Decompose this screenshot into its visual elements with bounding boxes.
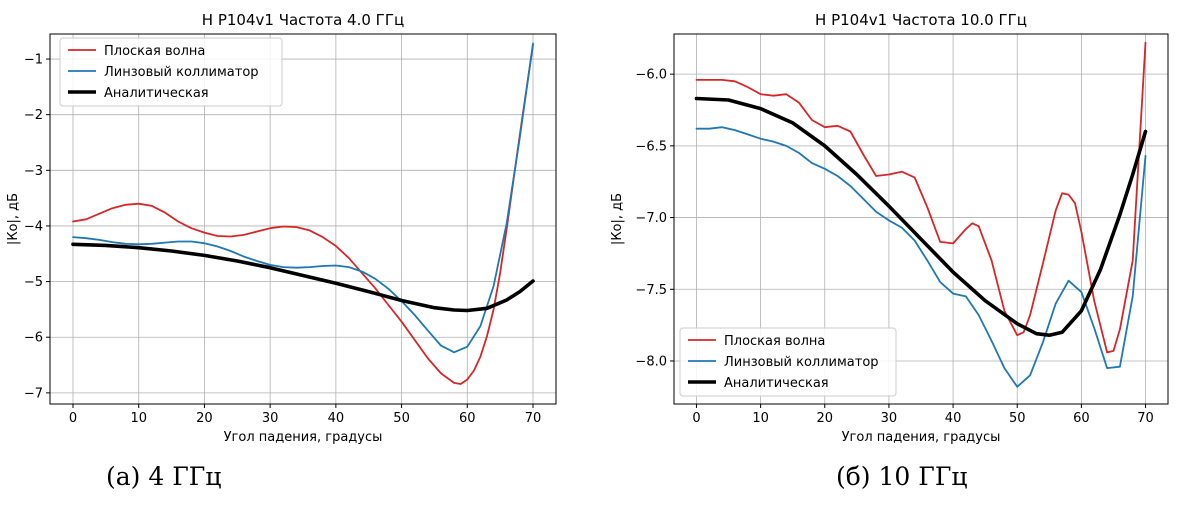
y-tick-label: −1 <box>24 53 43 68</box>
x-tick-label: 40 <box>945 411 962 426</box>
x-tick-label: 50 <box>393 411 410 426</box>
y-tick-label: −5 <box>24 275 43 290</box>
caption-b: (б) 10 ГГц <box>836 462 968 491</box>
x-tick-label: 0 <box>69 411 77 426</box>
x-tick-label: 30 <box>262 411 279 426</box>
x-tick-label: 40 <box>328 411 345 426</box>
y-tick-label: −4 <box>24 219 43 234</box>
chart-panel-b: 0 10 20 30 40 50 60 70 −8.0 −7.5 −7.0 −6.5 −6.0 H P10… <box>610 11 1169 445</box>
y-tick-label: −2 <box>24 108 43 123</box>
y-tick-label: −3 <box>24 164 43 179</box>
series-line-analytic <box>694 96 1148 337</box>
x-tick-label: 70 <box>1137 411 1154 426</box>
plot-frame <box>673 33 1169 405</box>
x-tick-label: 60 <box>1073 411 1090 426</box>
y-axis-label: |Ко|, дБ <box>610 193 625 245</box>
legend-box <box>679 327 897 397</box>
x-tick-label: 20 <box>816 411 833 426</box>
y-tick-label: −6.0 <box>635 68 667 83</box>
series-line-analytic <box>71 242 535 313</box>
y-tick-label: −6 <box>24 331 43 346</box>
y-axis-label: |Ко|, дБ <box>6 193 21 245</box>
legend-label-plane: Плоская волна <box>104 44 205 59</box>
caption-a: (а) 4 ГГц <box>106 462 222 491</box>
y-tick-label: −7 <box>24 386 43 401</box>
x-tick-label: 10 <box>130 411 147 426</box>
plot-frame <box>49 33 557 405</box>
legend-box <box>59 37 283 107</box>
x-axis-label: Угол падения, градусы <box>842 430 1001 445</box>
series-line-plane <box>695 41 1147 354</box>
y-tick-label: −8.0 <box>635 354 667 369</box>
y-tick-label: −7.0 <box>635 211 667 226</box>
x-tick-label: 20 <box>196 411 213 426</box>
x-axis-label: Угол падения, градусы <box>224 430 383 445</box>
x-tick-label: 50 <box>1009 411 1026 426</box>
x-tick-label: 10 <box>752 411 769 426</box>
series-line-lens <box>72 42 534 354</box>
chart-panel-a: 0 10 20 30 40 50 60 70 −7 −6 −5 −4 −3 −2 −1 H P104v1 Ча… <box>6 11 557 445</box>
x-tick-label: 60 <box>459 411 476 426</box>
x-tick-label: 0 <box>692 411 700 426</box>
legend-label-lens: Линзовый коллиматор <box>724 355 879 370</box>
x-tick-label: 70 <box>525 411 542 426</box>
x-tick-label: 30 <box>881 411 898 426</box>
legend-label-lens: Линзовый коллиматор <box>104 65 259 80</box>
y-tick-label: −7.5 <box>635 283 667 298</box>
series-line-lens <box>695 126 1147 388</box>
chart-title: H P104v1 Частота 10.0 ГГц <box>815 11 1027 29</box>
legend-label-plane: Плоская волна <box>724 334 825 349</box>
legend-label-analytic: Аналитическая <box>724 376 829 391</box>
series-line-plane <box>72 44 534 385</box>
y-tick-label: −6.5 <box>635 139 667 154</box>
legend-label-analytic: Аналитическая <box>104 86 209 101</box>
chart-title: H P104v1 Частота 4.0 ГГц <box>202 11 404 29</box>
